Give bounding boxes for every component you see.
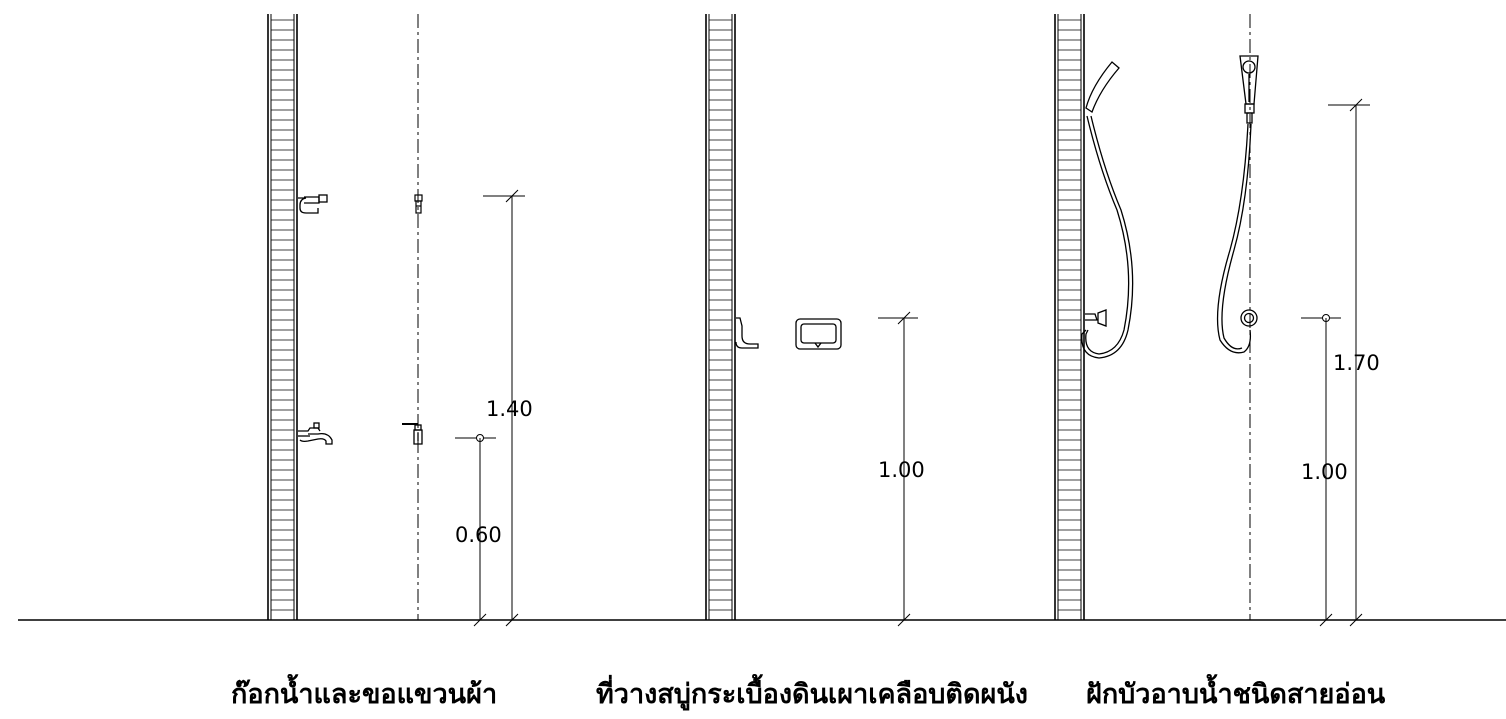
dimension-line-1-00 <box>878 311 918 627</box>
towel-hook-front-icon <box>414 194 423 214</box>
tiled-wall-section <box>705 14 736 620</box>
tiled-wall-section <box>267 14 298 620</box>
dimension-label-0-60: 0.60 <box>455 523 502 547</box>
soap-dish-front-icon <box>795 318 842 350</box>
dimension-line-1-40 <box>483 189 525 627</box>
dimension-line-1-70 <box>1328 98 1370 627</box>
dimension-label-1-70: 1.70 <box>1333 351 1380 375</box>
caption-hand-shower: ฝักบัวอาบน้ำชนิดสายอ่อน <box>1086 679 1386 710</box>
soap-dish-side-icon <box>735 317 759 349</box>
tiled-wall-section <box>1054 14 1085 620</box>
dimension-line-1-00-shower <box>1301 314 1341 627</box>
caption-ceramic-soap-dish: ที่วางสบู่กระเบื้องดินเผาเคลือบติดผนัง <box>596 679 1028 710</box>
faucet-front-icon <box>402 423 423 445</box>
towel-hook-side-icon <box>298 194 328 214</box>
dimension-label-1-00-shower: 1.00 <box>1301 460 1348 484</box>
panel-ceramic-soap-dish: 1.00 <box>705 14 925 627</box>
dimension-label-1-40: 1.40 <box>486 397 533 421</box>
panel-hand-shower: 1.70 1.00 <box>1054 14 1380 627</box>
caption-faucet-towel-hook: ก๊อกน้ำและขอแขวนผ้า <box>231 679 498 710</box>
panel-faucet-towel-hook: 1.40 0.60 <box>267 14 533 627</box>
faucet-side-icon <box>298 422 333 445</box>
hand-shower-front-icon <box>1216 55 1259 354</box>
dimension-label-1-00: 1.00 <box>878 458 925 482</box>
hand-shower-side-icon <box>1081 61 1134 359</box>
dimension-line-0-60 <box>455 434 496 627</box>
